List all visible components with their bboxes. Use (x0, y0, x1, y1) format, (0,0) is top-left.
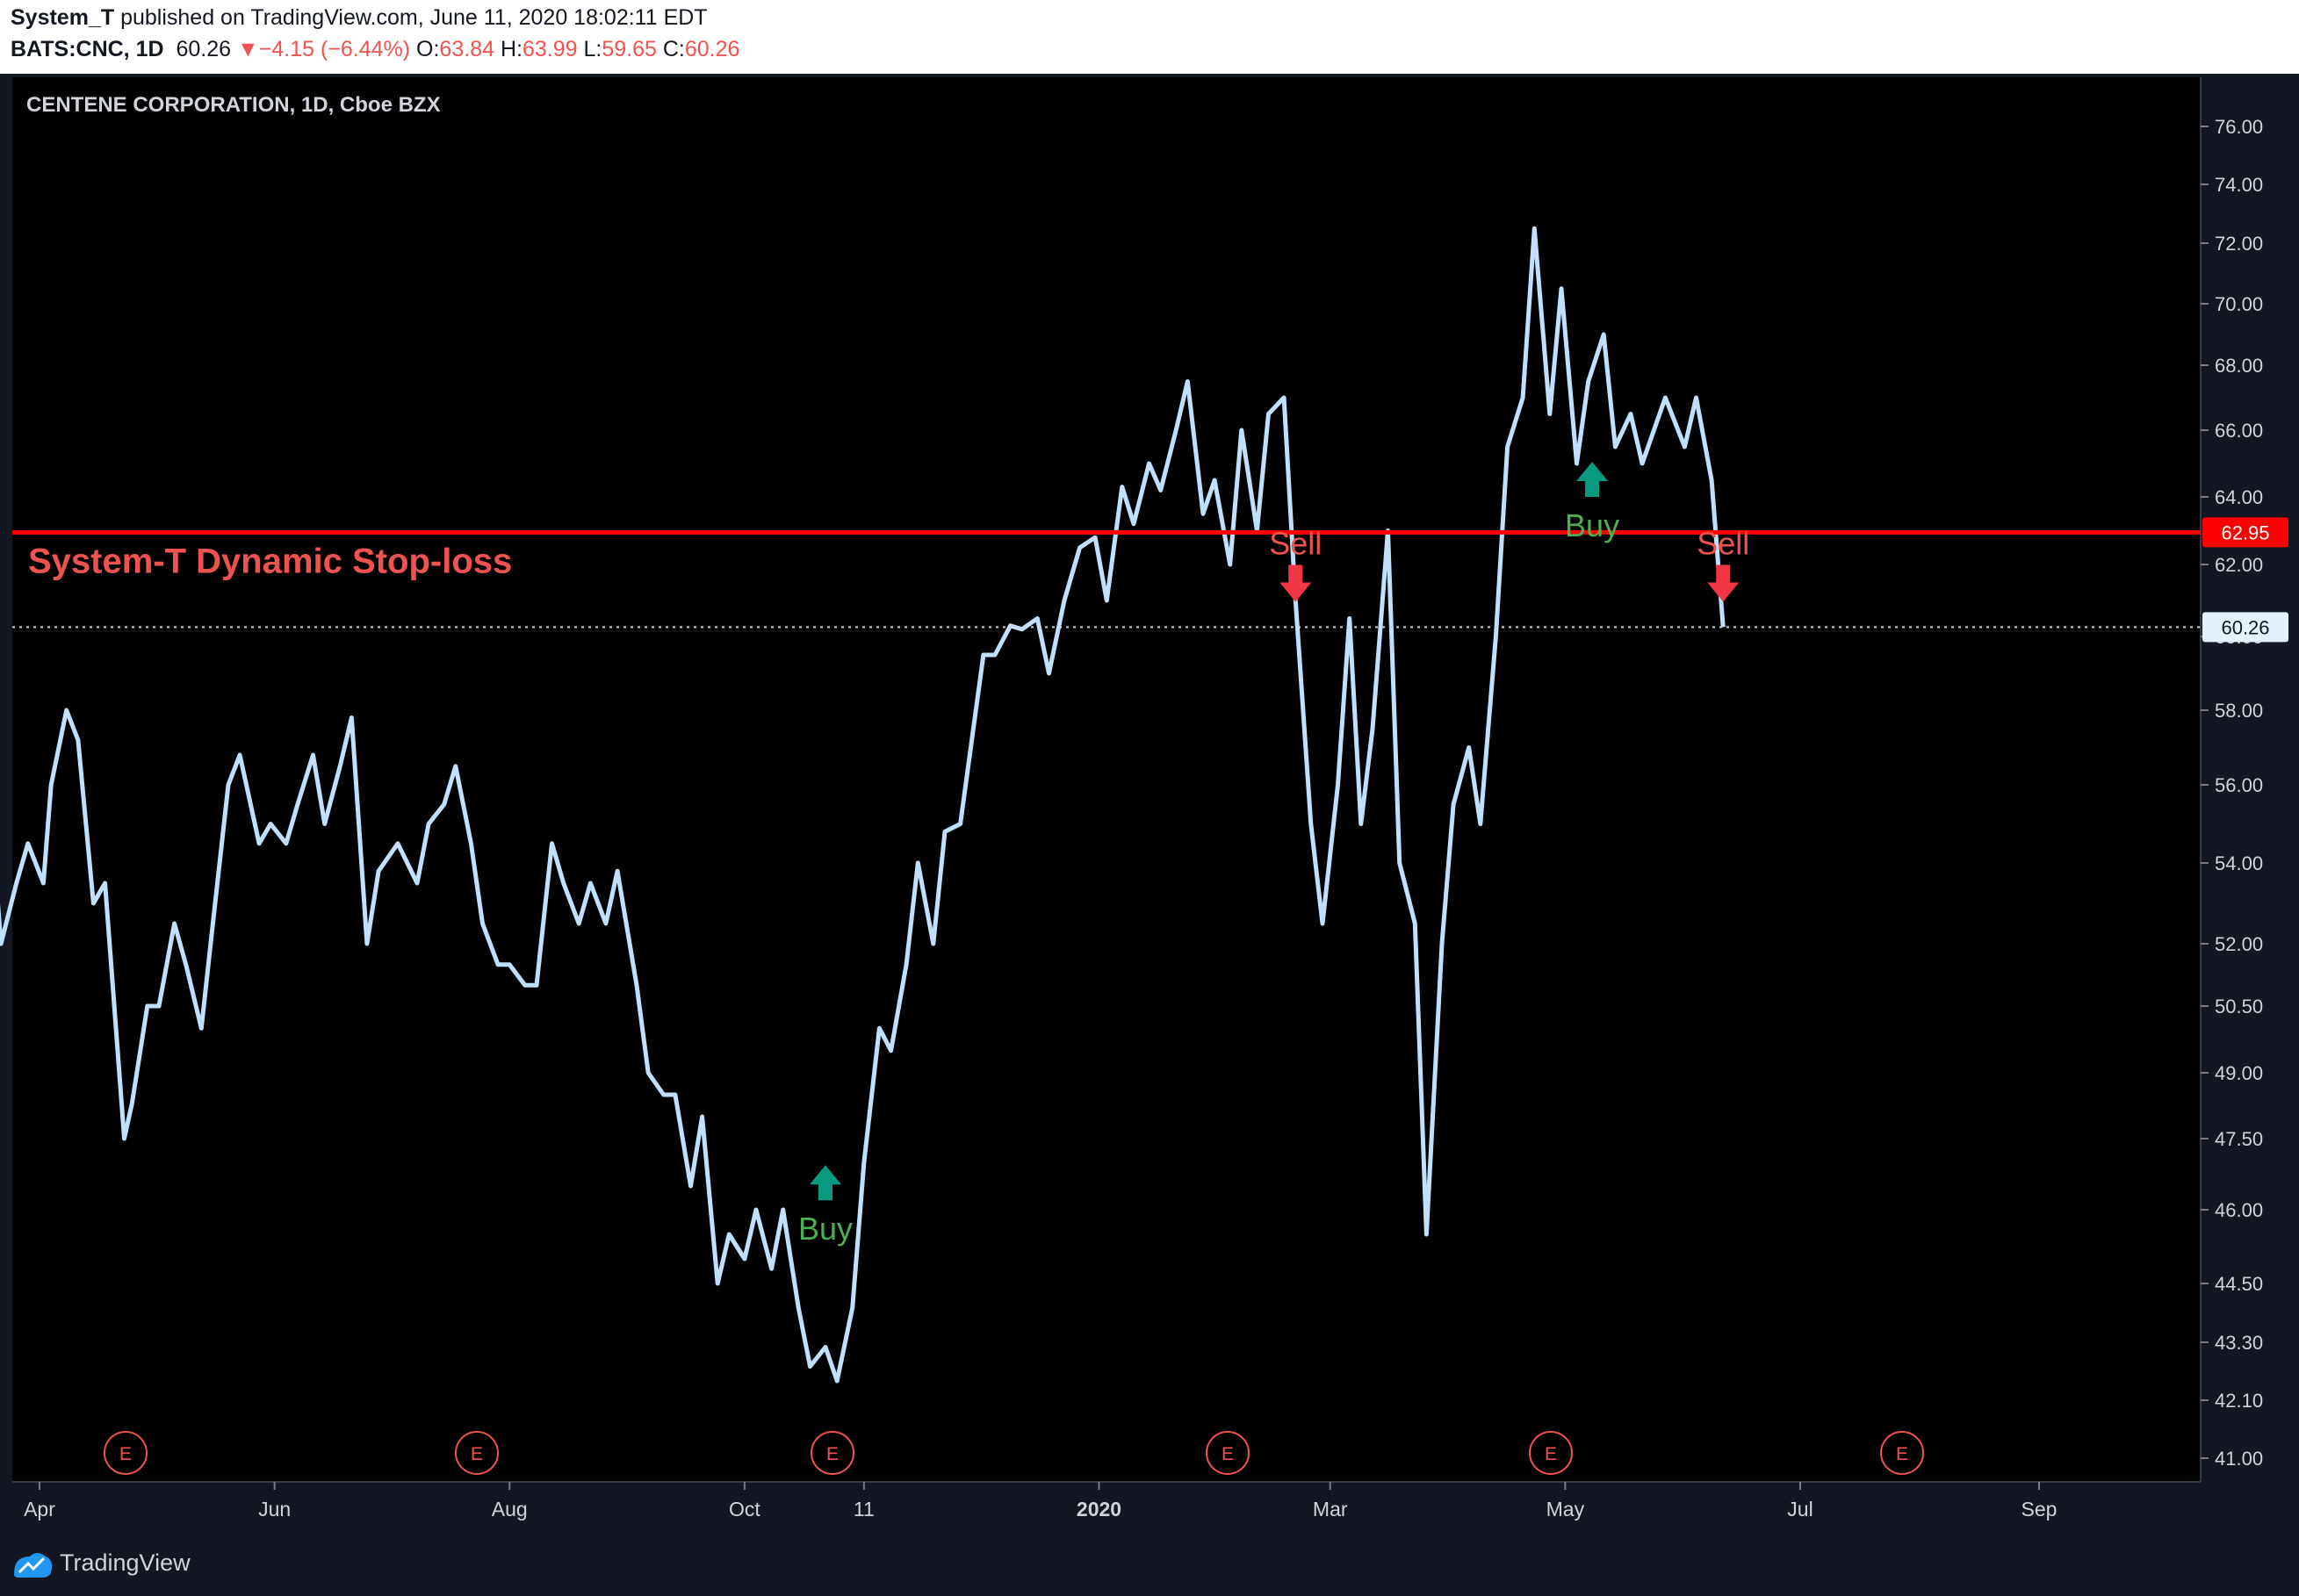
buy-arrow-icon (810, 1165, 842, 1201)
price-series-line (0, 226, 1726, 1384)
y-tick-label: 44.50 (2215, 1273, 2263, 1295)
y-tick-label: 68.00 (2215, 355, 2263, 377)
sell-signal-label: Sell (1697, 526, 1749, 562)
buy-arrow-icon (1576, 462, 1609, 497)
price-change: −4.15 (−6.44%) (258, 37, 411, 61)
y-tick-label: 47.50 (2215, 1128, 2263, 1150)
chart-title: CENTENE CORPORATION, 1D, Cboe BZX (26, 93, 441, 117)
high-label: H: (500, 37, 522, 61)
down-arrow-icon: ▼ (236, 37, 259, 61)
stop-loss-price-badge (2202, 517, 2288, 548)
y-tick-label: 72.00 (2215, 233, 2263, 255)
buy-signal-label: Buy (798, 1211, 853, 1247)
sell-arrow-icon (1707, 564, 1740, 602)
y-tick-label: 66.00 (2215, 420, 2263, 442)
x-tick-label: 2020 (1077, 1498, 1121, 1521)
open-label: O: (416, 37, 440, 61)
earnings-marker-label: E (1545, 1444, 1557, 1464)
sell-signal-label: Sell (1269, 526, 1322, 562)
earnings-marker-circle (1529, 1431, 1573, 1475)
symbol-ohlc-line: BATS:CNC, 1D 60.26 ▼−4.15 (−6.44%) O:63.… (11, 37, 739, 62)
low-label: L: (583, 37, 602, 61)
buy-signal-label: Buy (1565, 507, 1619, 543)
symbol-label[interactable]: BATS:CNC, 1D (11, 37, 164, 61)
open-value: 63.84 (439, 37, 494, 61)
time-axis[interactable]: Apr Jun Aug Oct 11 2020 Mar May Jul Sep (12, 1481, 2201, 1521)
y-tick-label: 42.10 (2215, 1390, 2263, 1412)
y-tick-label: 49.00 (2215, 1062, 2263, 1084)
earnings-marker-label: E (471, 1444, 483, 1464)
publish-date: published on TradingView.com, June 11, 2… (114, 5, 708, 30)
author-name[interactable]: System_T (11, 5, 115, 30)
price-labels: 62.95 60.26 (2202, 517, 2288, 643)
y-tick-label: 76.00 (2215, 116, 2263, 138)
price-axis[interactable]: 76.00 74.00 72.00 70.00 68.00 66.00 64.00 62.00… (2200, 77, 2263, 1482)
plot-area[interactable] (12, 77, 2201, 1482)
last-price-badge (2202, 612, 2288, 643)
earnings-marker-label: E (119, 1444, 132, 1464)
sell-arrow-icon (1279, 564, 1312, 602)
tradingview-brand[interactable]: TradingView (60, 1549, 191, 1576)
x-tick-label: Aug (492, 1498, 528, 1521)
y-tick-label: 41.00 (2215, 1448, 2263, 1470)
y-tick-label: 50.50 (2215, 996, 2263, 1017)
last-price: 60.26 (176, 37, 232, 61)
last-price-text: 60.26 (2221, 616, 2269, 638)
publish-header: System_T published on TradingView.com, J… (0, 0, 2299, 74)
close-value: 60.26 (684, 37, 740, 61)
earnings-marker-circle (1880, 1431, 1924, 1475)
tradingview-logo-icon[interactable] (11, 1548, 54, 1579)
footer-bar: TradingView (0, 1532, 2299, 1596)
x-tick-label: Sep (2022, 1498, 2058, 1521)
x-tick-label: Apr (24, 1498, 55, 1521)
x-tick-label: Mar (1313, 1498, 1348, 1521)
y-tick-label: 52.00 (2215, 933, 2263, 955)
y-tick-label: 58.00 (2215, 700, 2263, 722)
high-value: 63.99 (522, 37, 578, 61)
x-tick-label: May (1546, 1498, 1585, 1521)
earnings-marker-circle (104, 1431, 148, 1475)
y-tick-label: 54.00 (2215, 852, 2263, 874)
stop-loss-annotation: System-T Dynamic Stop-loss (28, 542, 512, 580)
publish-info: System_T published on TradingView.com, J… (11, 5, 708, 31)
y-tick-label: 74.00 (2215, 174, 2263, 196)
y-tick-label: 70.00 (2215, 293, 2263, 315)
y-tick-label: 46.00 (2215, 1199, 2263, 1221)
y-tick-label: 43.30 (2215, 1332, 2263, 1354)
price-chart[interactable]: 76.00 74.00 72.00 70.00 68.00 66.00 64.00 62.00… (0, 74, 2299, 1532)
earnings-marker-circle (455, 1431, 499, 1475)
earnings-marker-circle (811, 1431, 854, 1475)
close-label: C: (662, 37, 685, 61)
x-tick-label: Jun (258, 1498, 291, 1521)
earnings-marker-circle (1206, 1431, 1250, 1475)
y-tick-label: 62.00 (2215, 554, 2263, 576)
x-tick-label: 11 (854, 1498, 875, 1521)
earnings-marker-label: E (826, 1444, 839, 1464)
low-value: 59.65 (602, 37, 657, 61)
x-tick-label: Oct (729, 1498, 760, 1521)
earnings-marker-label: E (1222, 1444, 1234, 1464)
y-tick-label: 64.00 (2215, 486, 2263, 508)
stop-loss-price-text: 62.95 (2221, 521, 2269, 543)
earnings-marker-label: E (1896, 1444, 1908, 1464)
y-tick-label: 56.00 (2215, 774, 2263, 796)
trade-signals: Buy Sell Buy Sell (798, 462, 1749, 1247)
x-tick-label: Jul (1787, 1498, 1813, 1521)
